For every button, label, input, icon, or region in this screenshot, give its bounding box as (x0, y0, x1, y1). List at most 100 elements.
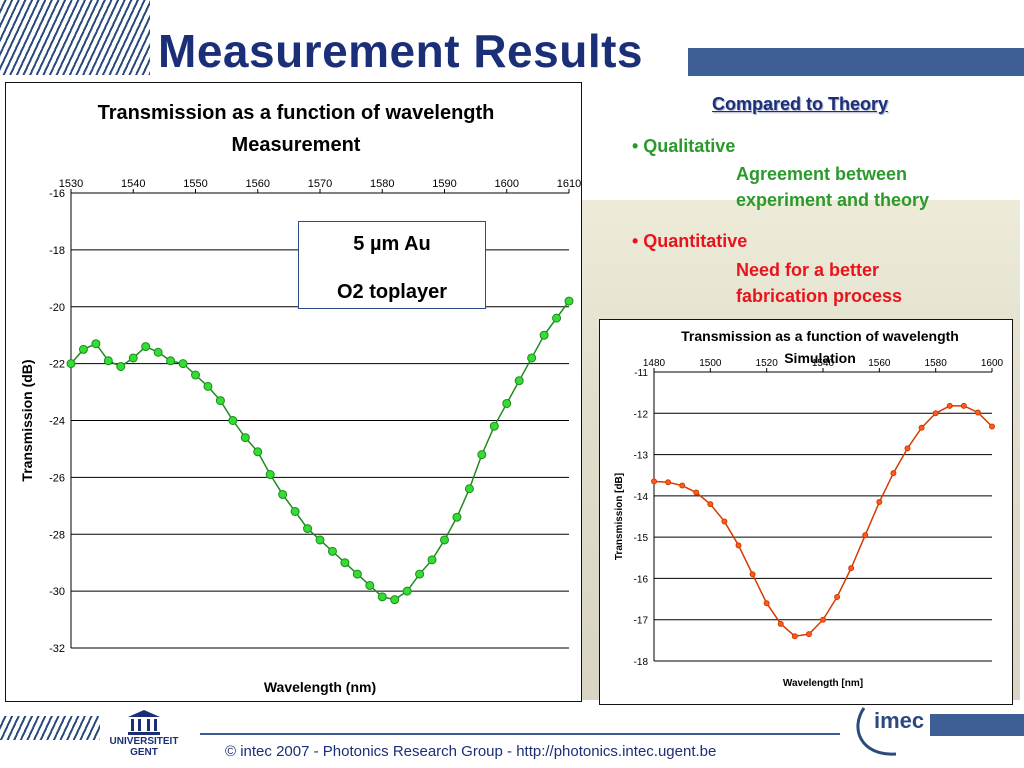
simulation-chart: Transmission as a function of wavelength… (599, 319, 1013, 705)
simulation-data-point (791, 633, 798, 640)
measurement-data-point (153, 347, 163, 357)
measurement-data-point (390, 595, 400, 605)
measurement-y-tick-label: -18 (49, 245, 65, 257)
simulation-y-tick-label: -16 (634, 574, 649, 585)
imec-logo: imec (852, 700, 930, 760)
page-title: Measurement Results (158, 25, 643, 77)
simulation-y-tick-label: -11 (634, 368, 648, 379)
qualitative-label: • Qualitative (632, 136, 736, 156)
measurement-data-point (440, 535, 449, 545)
measurement-data-point (265, 470, 275, 480)
qualitative-line-1: Agreement between (736, 164, 908, 184)
quantitative-line-1: Need for a better (736, 260, 880, 280)
measurement-chart: Transmission as a function of wavelength… (5, 82, 582, 702)
simulation-y-tick-label: -13 (634, 451, 649, 462)
simulation-y-tick-label: -14 (634, 492, 649, 503)
measurement-data-point (352, 569, 362, 579)
simulation-data-point (989, 423, 995, 430)
simulation-x-tick-label: 1560 (868, 358, 891, 369)
measurement-x-tick-label: 1550 (183, 178, 207, 190)
measurement-data-point (377, 592, 387, 602)
measurement-data-point (191, 370, 200, 380)
measurement-data-point (116, 361, 126, 371)
measurement-y-tick-label: -24 (49, 416, 65, 428)
footer-stripe (930, 714, 1024, 736)
measurement-x-tick-label: 1540 (121, 178, 145, 190)
simulation-chart-svg: Transmission as a function of wavelength… (614, 328, 1004, 689)
simulation-data-point (777, 620, 784, 627)
measurement-data-point (166, 356, 176, 366)
simulation-data-point (834, 594, 841, 601)
simulation-data-point (876, 499, 883, 506)
simulation-x-axis-label: Wavelength [nm] (783, 678, 863, 689)
measurement-y-tick-label: -30 (49, 586, 65, 598)
measurement-x-tick-label: 1610 (557, 178, 581, 190)
measurement-y-tick-label: -28 (49, 529, 65, 541)
simulation-data-point (890, 470, 897, 477)
measurement-y-tick-label: -26 (49, 472, 65, 484)
measurement-data-point (303, 524, 313, 534)
measurement-data-point (514, 376, 524, 386)
simulation-y-tick-label: -12 (634, 409, 649, 420)
ugent-logo-text: UNIVERSITEIT GENT (109, 736, 179, 758)
simulation-data-point (932, 410, 939, 417)
simulation-data-point (820, 616, 826, 623)
measurement-x-tick-label: 1570 (308, 178, 332, 190)
simulation-subtitle: Simulation (784, 350, 856, 366)
measurement-data-point (141, 342, 151, 352)
header-hatch-decoration (0, 0, 150, 75)
measurement-data-point (564, 296, 574, 306)
footer-text: © intec 2007 - Photonics Research Group … (225, 743, 717, 760)
simulation-data-point (763, 600, 770, 607)
measurement-data-point (502, 398, 512, 408)
simulation-y-axis-label: Transmission [dB] (614, 473, 625, 560)
measurement-y-tick-label: -16 (49, 188, 65, 200)
footer-divider (200, 733, 840, 735)
measurement-x-tick-label: 1530 (59, 178, 83, 190)
measurement-x-tick-label: 1580 (370, 178, 394, 190)
imec-logo-text: imec (874, 708, 925, 733)
measurement-data-point (315, 535, 325, 545)
measurement-data-point (203, 381, 213, 391)
simulation-series-line (653, 405, 993, 638)
simulation-data-point (693, 489, 700, 496)
simulation-x-tick-label: 1480 (643, 358, 666, 369)
simulation-title: Transmission as a function of wavelength (681, 328, 959, 344)
quantitative-line-2: fabrication process (736, 286, 903, 306)
simulation-data-point (918, 424, 925, 431)
measurement-x-tick-label: 1560 (246, 178, 270, 190)
simulation-data-point (721, 518, 728, 525)
measurement-data-point (539, 330, 549, 340)
simulation-data-point (735, 542, 742, 549)
measurement-data-point (402, 586, 412, 596)
simulation-data-point (946, 402, 953, 409)
measurement-data-point (327, 546, 337, 556)
simulation-data-point (665, 479, 672, 486)
measurement-y-tick-label: -20 (49, 302, 65, 314)
measurement-data-point (464, 484, 474, 494)
quantitative-label: • Quantitative (632, 231, 748, 251)
measurement-data-point (103, 356, 113, 366)
simulation-y-tick-label: -17 (634, 616, 649, 627)
imec-swoosh-icon (856, 707, 897, 756)
simulation-data-point (805, 631, 812, 638)
comparison-heading: Compared to Theory (712, 94, 889, 114)
measurement-subtitle: Measurement (232, 134, 361, 156)
measurement-data-point (477, 450, 487, 460)
measurement-data-point (452, 512, 462, 522)
measurement-data-point (489, 421, 499, 431)
simulation-x-tick-label: 1500 (699, 358, 722, 369)
measurement-data-point (552, 313, 562, 323)
measurement-data-point (228, 416, 238, 425)
ugent-logo: UNIVERSITEIT GENT (108, 708, 180, 764)
simulation-data-point (974, 409, 981, 416)
simulation-y-tick-label: -18 (634, 657, 649, 668)
simulation-data-point (862, 532, 869, 539)
measurement-chart-svg: Transmission as a function of wavelength… (19, 102, 581, 695)
simulation-x-tick-label: 1600 (981, 358, 1004, 369)
measurement-data-point (427, 555, 437, 565)
measurement-data-point (290, 507, 300, 516)
simulation-data-point (904, 445, 911, 452)
measurement-data-point (78, 344, 88, 354)
measurement-y-tick-label: -22 (49, 359, 65, 371)
